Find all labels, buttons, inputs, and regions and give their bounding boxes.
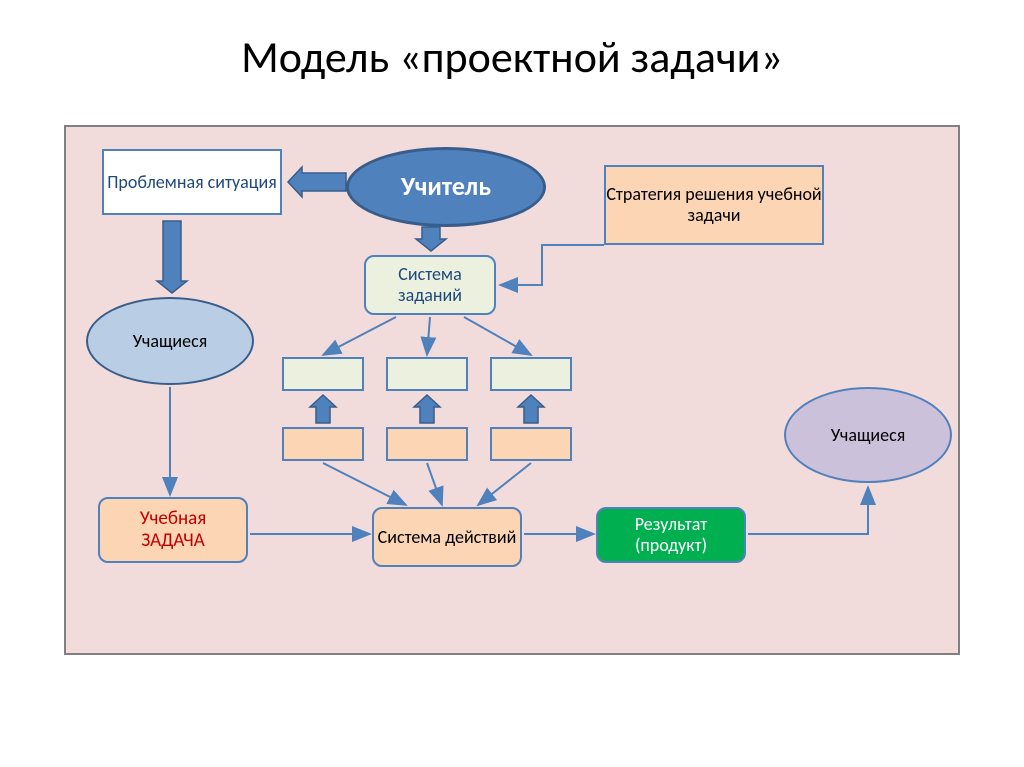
node-tasks_system: Система заданий — [364, 255, 496, 315]
node-row1_box3 — [490, 357, 572, 391]
arrow-actions-fan-3 — [478, 463, 531, 505]
thick-arrow-teacher-to-tasks — [416, 227, 446, 251]
thick-arrow-row2-to-row1-a — [310, 395, 336, 423]
node-teacher: Учитель — [346, 147, 546, 227]
arrow-strategy-to-tasks — [500, 245, 604, 285]
node-students_left: Учащиеся — [86, 297, 254, 385]
thick-arrow-row2-to-row1-c — [518, 395, 544, 423]
arrow-result-to-students-right — [748, 487, 868, 534]
node-row1_box1 — [282, 357, 364, 391]
node-row2_box2 — [386, 427, 468, 461]
thick-arrow-problem-to-students — [157, 221, 187, 293]
arrow-tasks-fan-3 — [464, 317, 531, 355]
page-title: Модель «проектной задачи» — [0, 0, 1024, 84]
arrow-tasks-fan-1 — [323, 317, 396, 355]
node-task: УчебнаяЗАДАЧА — [98, 497, 248, 563]
thick-arrow-row2-to-row1-b — [414, 395, 440, 423]
node-result: Результат (продукт) — [596, 507, 746, 563]
arrow-actions-fan-1 — [323, 463, 406, 505]
node-problem: Проблемная ситуация — [102, 149, 282, 215]
node-row2_box1 — [282, 427, 364, 461]
arrow-actions-fan-2 — [427, 463, 442, 505]
diagram-canvas: Учитель Проблемная ситуация Стратегия реше… — [64, 125, 960, 655]
node-students_right: Учащиеся — [784, 387, 952, 483]
node-row2_box3 — [490, 427, 572, 461]
thick-arrow-teacher-to-problem — [288, 167, 346, 197]
arrow-tasks-fan-2 — [427, 317, 430, 355]
node-actions_system: Система действий — [372, 507, 522, 567]
node-row1_box2 — [386, 357, 468, 391]
node-strategy: Стратегия решения учебной задачи — [604, 165, 824, 245]
